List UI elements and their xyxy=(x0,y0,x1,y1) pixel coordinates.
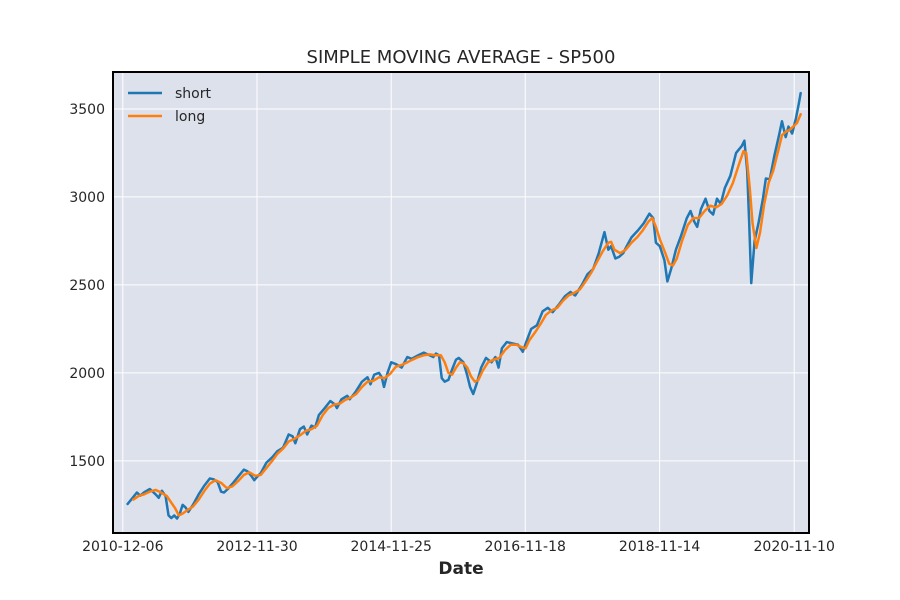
x-tick-label: 2010-12-06 xyxy=(82,539,163,555)
plot-background xyxy=(113,72,809,533)
y-tick-label: 2500 xyxy=(69,278,105,294)
x-axis-label: Date xyxy=(438,559,483,579)
legend-label-long: long xyxy=(175,109,205,125)
x-tick-label: 2018-11-14 xyxy=(619,539,700,555)
x-tick-label: 2014-11-25 xyxy=(351,539,432,555)
y-tick-label: 3500 xyxy=(69,102,105,118)
x-tick-label: 2012-11-30 xyxy=(216,539,297,555)
x-axis: 2010-12-06 2012-11-30 2014-11-25 2016-11-18… xyxy=(82,539,835,555)
x-tick-label: 2016-11-18 xyxy=(485,539,566,555)
legend: short long xyxy=(128,86,211,125)
x-tick-label: 2020-11-10 xyxy=(754,539,835,555)
y-tick-label: 3000 xyxy=(69,190,105,206)
chart-title: SIMPLE MOVING AVERAGE - SP500 xyxy=(307,47,616,68)
plot-area xyxy=(112,71,810,534)
y-axis: 1500 2000 2500 3000 3500 xyxy=(69,102,105,470)
y-tick-label: 1500 xyxy=(69,454,105,470)
series-layer xyxy=(126,91,802,520)
y-tick-label: 2000 xyxy=(69,366,105,382)
grid xyxy=(113,72,809,533)
series-line-short xyxy=(126,91,802,520)
series-line-long xyxy=(132,112,802,517)
legend-label-short: short xyxy=(175,86,211,102)
plot-frame xyxy=(112,71,810,534)
